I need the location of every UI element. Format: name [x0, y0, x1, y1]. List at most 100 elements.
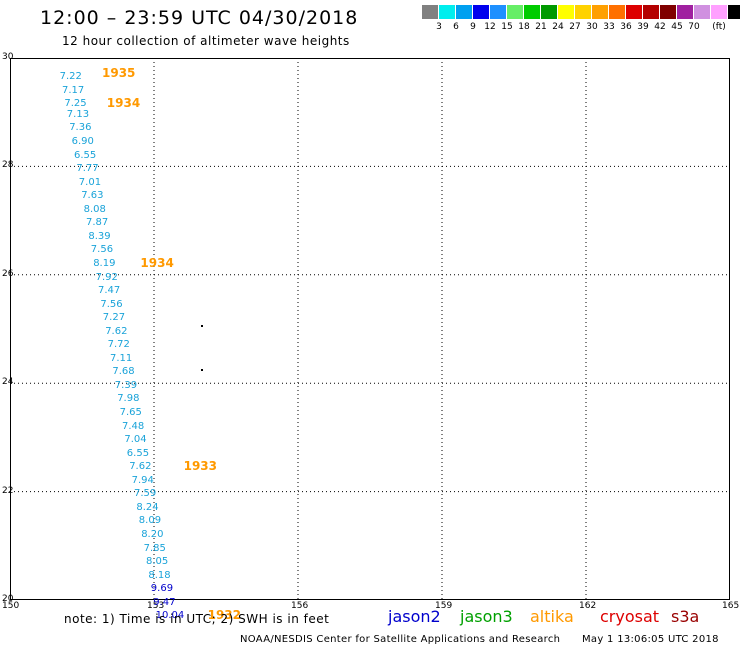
longitude-label: 153	[147, 601, 165, 611]
longitude-label: 162	[579, 601, 597, 611]
legend-swatch	[473, 5, 490, 19]
measurement-point	[201, 368, 203, 371]
wave-height-observation: 7.77	[76, 163, 99, 175]
legend-swatch	[456, 5, 473, 19]
wave-height-observation: 8.20	[141, 528, 164, 540]
legend-tick-label: 36	[620, 22, 632, 32]
legend-tick-label: (ft)	[712, 22, 726, 32]
legend-swatch	[575, 5, 592, 19]
legend-swatch	[524, 5, 541, 19]
wave-height-observation: 7.25	[64, 98, 87, 110]
legend-swatch	[728, 5, 740, 19]
wave-height-observation: 7.39	[114, 379, 138, 391]
legend-swatch	[490, 5, 507, 19]
wave-height-observation: 7.92	[95, 271, 118, 283]
legend-swatch	[660, 5, 677, 19]
wave-height-observation: 7.22	[59, 70, 82, 82]
chart-title: 12:00 – 23:59 UTC 04/30/2018	[40, 7, 359, 29]
legend-tick-label: 9	[470, 22, 476, 32]
legend-swatch	[694, 5, 711, 19]
legend-swatch	[711, 5, 728, 19]
legend-swatch	[626, 5, 643, 19]
legend-tick-label: 27	[569, 22, 581, 32]
wave-height-observation: 6.55	[126, 447, 150, 459]
pass-time-label: 1933	[183, 459, 217, 474]
wave-height-observation: 7.85	[143, 542, 166, 554]
pass-time-label: 1934	[140, 255, 174, 270]
wave-height-observation: 7.72	[107, 339, 130, 351]
wave-height-observation: 9.47	[153, 596, 176, 608]
wave-height-observation: 7.13	[66, 108, 90, 120]
generated-timestamp: May 1 13:06:05 UTC 2018	[582, 634, 719, 645]
longitude-label: 150	[2, 601, 20, 611]
legend-tick-label: 42	[654, 22, 666, 32]
legend-swatch	[541, 5, 558, 19]
wave-height-observation: 7.68	[112, 366, 135, 378]
wave-height-observation: 9.69	[150, 583, 174, 595]
pass-time-label: 1934	[106, 96, 141, 111]
legend-tick-label: 33	[603, 22, 615, 32]
legend-swatch	[643, 5, 660, 19]
wave-height-observation: 8.39	[88, 230, 111, 242]
legend-swatch	[439, 5, 456, 19]
credit-line: NOAA/NESDIS Center for Satellite Applica…	[240, 634, 561, 645]
wave-height-observation: 7.56	[100, 298, 123, 310]
legend-tick-label: 6	[453, 22, 459, 32]
wave-height-observation: 7.11	[110, 352, 133, 364]
latitude-label: 26	[2, 268, 14, 279]
wave-height-observation: 6.90	[71, 136, 94, 147]
pass-time-label: 1932	[207, 608, 241, 623]
longitude-label: 159	[435, 601, 453, 611]
wave-height-observation: 7.65	[119, 407, 142, 418]
wave-height-observation: 7.63	[81, 190, 104, 202]
wave-height-observation: 8.19	[93, 257, 116, 269]
measurement-point	[201, 325, 203, 328]
footnote: note: 1) Time is in UTC; 2) SWH is in fe…	[64, 612, 330, 626]
latitude-label: 24	[2, 377, 14, 388]
legend-tick-label: 15	[501, 22, 513, 32]
legend-swatch	[507, 5, 524, 19]
wave-height-observation: 7.59	[134, 488, 157, 500]
chart-subtitle: 12 hour collection of altimeter wave hei…	[62, 34, 350, 48]
wave-height-observation: 10.04	[155, 610, 185, 622]
legend-tick-label: 30	[586, 22, 598, 32]
wave-height-observation: 7.87	[86, 217, 109, 229]
longitude-label: 156	[291, 601, 309, 611]
wave-height-observation: 7.04	[124, 434, 147, 446]
legend-tick-label: 18	[518, 22, 530, 32]
satellite-legend-s3a: s3a	[671, 607, 700, 626]
plot-border	[10, 58, 730, 600]
wave-height-observation: 7.48	[122, 420, 145, 432]
legend-tick-label: 3	[436, 22, 442, 32]
legend-tick-label: 12	[484, 22, 496, 32]
wave-height-observation: 7.47	[98, 285, 121, 297]
wave-height-observation: 8.18	[148, 569, 171, 581]
wave-height-observation: 7.17	[62, 84, 85, 96]
wave-height-observation: 8.05	[146, 556, 169, 568]
wave-height-observation: 8.24	[136, 501, 159, 513]
satellite-legend-jason3: jason3	[460, 607, 513, 626]
legend-tick-label: 39	[637, 22, 649, 32]
wave-height-observation: 7.94	[131, 474, 154, 486]
satellite-legend-jason2: jason2	[388, 607, 441, 626]
wave-height-observation: 7.62	[105, 325, 128, 337]
wave-height-observation: 7.98	[117, 393, 140, 405]
legend-tick-label: 70	[688, 22, 700, 32]
latitude-label: 30	[2, 52, 14, 62]
legend-tick-label: 45	[671, 22, 683, 32]
satellite-legend-cryosat: cryosat	[600, 607, 660, 626]
wave-height-observation: 7.36	[69, 122, 92, 134]
wave-height-observation: 7.56	[90, 244, 114, 256]
legend-tick-label: 24	[552, 22, 564, 32]
legend-swatch	[422, 5, 439, 19]
longitude-label: 165	[722, 601, 740, 611]
plot-frame	[10, 58, 730, 600]
wave-height-observation: 7.62	[129, 461, 152, 473]
legend-swatch	[609, 5, 626, 19]
wave-height-observation: 8.08	[83, 203, 106, 215]
wave-height-observation: 7.27	[102, 312, 126, 324]
latitude-label: 20	[2, 594, 14, 604]
legend-swatch	[677, 5, 694, 19]
legend-swatch	[558, 5, 575, 19]
satellite-legend-altika: altika	[530, 607, 574, 626]
